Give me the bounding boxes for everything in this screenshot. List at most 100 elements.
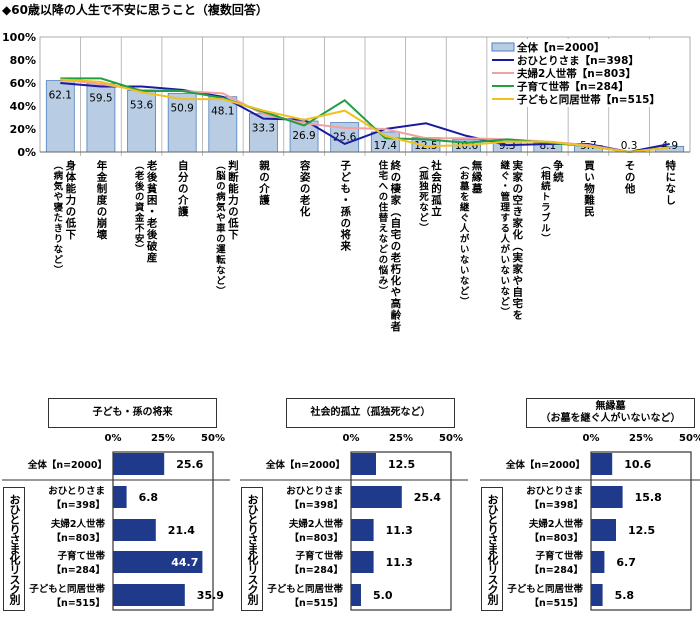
x-category-label: 特になし (663, 160, 676, 206)
panel-title-main: 子ども・孫の将来 (92, 407, 173, 418)
risk-group-label: おひとりさま化リスク別 (481, 487, 503, 611)
panel-bar (591, 486, 623, 508)
panel-data-label: 6.7 (616, 556, 636, 569)
legend-entry: 夫婦2人世帯【n=803】 (517, 67, 636, 80)
panel-title-main: 無縁墓 (595, 401, 626, 412)
category-main: 特になし (664, 160, 677, 206)
legend-box (488, 39, 688, 107)
row-label: 子どもと同居世帯 (267, 583, 343, 595)
panel-data-label: 44.7 (171, 556, 198, 569)
bar-data-label: 53.6 (130, 99, 154, 111)
row-label: 子育て世帯 (57, 550, 105, 562)
panel-bar (351, 584, 361, 606)
panel-data-label: 35.9 (197, 589, 224, 602)
panel-bar (351, 486, 402, 508)
panel-bar (591, 519, 616, 541)
category-main: 年金制度の崩壊 (95, 160, 108, 241)
row-label: 子育て世帯 (535, 550, 583, 562)
chart-title: ◆60歳以降の人生で不安に思うこと（複数回答） (2, 3, 268, 17)
panel-bar (351, 453, 376, 475)
panel-data-label: 21.4 (168, 524, 195, 537)
row-label: おひとりさま (526, 485, 583, 497)
category-sub: 継ぐ・管理する人がいないなど） (498, 160, 510, 318)
category-sub: （病気や寝たきりなど） (51, 160, 63, 276)
legend-entry: 子育て世帯【n=284】 (517, 80, 629, 93)
legend-entry: 全体【n=2000】 (516, 41, 605, 54)
bar-data-label: 48.1 (211, 106, 234, 118)
panel-bar (113, 453, 165, 475)
y-tick-label: 20% (10, 123, 36, 136)
row-label-n: 【n=284】 (289, 564, 343, 576)
x-tick-label: 0% (343, 433, 360, 444)
category-sub: （相続トラブル） (538, 160, 550, 244)
risk-group-label: おひとりさま化リスク別 (3, 487, 25, 611)
y-tick-label: 60% (10, 77, 36, 90)
row-label: 子育て世帯 (295, 550, 343, 562)
x-tick-label: 25% (389, 433, 413, 444)
panel-title: 社会的孤立（孤独死など） (286, 398, 455, 428)
panel-bar (591, 453, 613, 475)
bar (45, 80, 75, 153)
category-main: 親の介護 (257, 160, 270, 206)
row-label: 子どもと同居世帯 (507, 583, 583, 595)
row-label-n: 【n=803】 (529, 532, 583, 544)
category-main: 無縁墓 (470, 160, 483, 195)
bar (86, 83, 116, 153)
x-tick-label: 50% (679, 433, 700, 444)
row-label: 全体【n=2000】 (505, 459, 585, 471)
category-main: 容姿の老化 (298, 160, 311, 218)
panel-title-text: 無縁墓 （お墓を継ぐ人がいないなど） (541, 401, 681, 425)
panel-data-label: 12.5 (628, 524, 655, 537)
panel-bar (113, 486, 127, 508)
y-tick-label: 40% (10, 100, 36, 113)
row-label-n: 【n=803】 (289, 532, 343, 544)
x-category-label: 社会的孤立 （孤独死など） (416, 160, 442, 234)
x-category-label: 老後貧困・老後破産 （老後の資金不安） (132, 160, 158, 264)
x-category-label: 容姿の老化 (298, 160, 311, 218)
panel-title-text: 子ども・孫の将来 (93, 407, 173, 419)
panel-data-label: 15.8 (635, 491, 662, 504)
category-main: 身体能力の低下 (64, 160, 77, 241)
panel-bar (591, 551, 605, 573)
risk-group-label: おひとりさま化リスク別 (241, 487, 263, 611)
x-category-label: 年金制度の崩壊 (94, 160, 107, 241)
row-label: 夫婦2人世帯 (528, 518, 584, 530)
panel-bar (351, 519, 374, 541)
bar-data-label: 0.3 (621, 140, 638, 152)
y-tick-label: 80% (10, 54, 36, 67)
x-tick-label: 25% (629, 433, 653, 444)
x-tick-label: 50% (439, 433, 463, 444)
category-main: 子ども・孫の将来 (339, 160, 352, 252)
x-category-label: 争続 （相続トラブル） (538, 160, 564, 244)
y-tick-label: 100% (2, 31, 36, 44)
panel-data-label: 6.8 (139, 491, 159, 504)
category-sub: 住宅への住替えなどの悩み） (376, 160, 388, 297)
category-main: 実家の空き家化（実家や自宅を (511, 160, 524, 321)
panel-title-text: 社会的孤立（孤独死など） (311, 407, 431, 419)
x-category-label: 無縁墓 （お墓を継ぐ人がいないなど） (457, 160, 483, 307)
panel-data-label: 5.0 (373, 589, 393, 602)
row-label: 子どもと同居世帯 (29, 583, 105, 595)
x-category-label: 判断能力の低下 （脳の病気や車の運転など） (213, 160, 239, 297)
y-tick-label: 0% (17, 146, 36, 159)
category-main: 終の棲家（自宅の老朽化や高齢者 (389, 160, 402, 333)
category-main: 自分の介護 (176, 160, 189, 218)
category-main: 老後貧困・老後破産 (145, 160, 158, 264)
x-tick-label: 50% (201, 433, 225, 444)
panel-bar (591, 584, 603, 606)
row-label: 全体【n=2000】 (265, 459, 345, 471)
panel-data-label: 25.6 (176, 458, 203, 471)
bar (208, 96, 238, 153)
bar-data-label: 59.5 (89, 93, 112, 105)
panel-data-label: 12.5 (388, 458, 415, 471)
panel-subtitle: （お墓を継ぐ人がいないなど） (540, 413, 681, 424)
category-main: 社会的孤立 (429, 160, 442, 218)
panel-data-label: 5.8 (615, 589, 635, 602)
x-category-label: 買い物難民 (582, 160, 595, 218)
panel-title: 子ども・孫の将来 (48, 398, 217, 428)
category-main: 争続 (551, 160, 564, 183)
row-label-n: 【n=515】 (529, 597, 583, 609)
panel-bar (351, 551, 374, 573)
x-category-label: その他 (623, 160, 636, 195)
